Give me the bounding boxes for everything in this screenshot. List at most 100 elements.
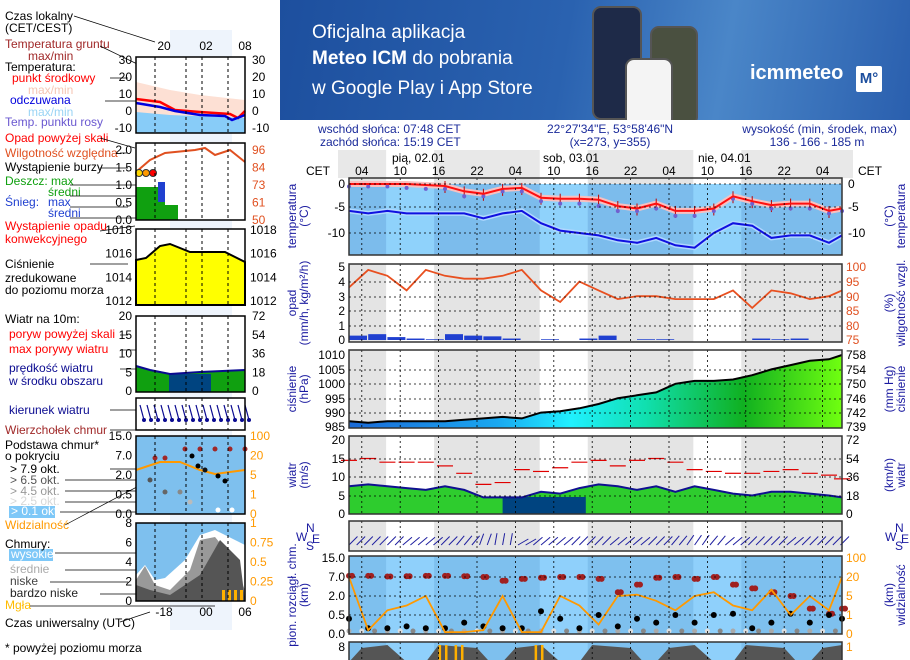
temp-day-band — [693, 178, 742, 255]
legend-label: średnie — [10, 562, 50, 576]
pres-bg — [349, 350, 842, 428]
axis-tick: 5 — [846, 589, 853, 603]
wind-arrow — [748, 536, 758, 546]
hour-label: 10 — [701, 164, 715, 178]
wind-arrow — [832, 536, 842, 546]
axis-tick: 15.0 — [322, 551, 346, 565]
legend-label: bardzo niske — [10, 586, 78, 600]
precip-bar — [598, 335, 617, 340]
header-day-band — [693, 150, 742, 178]
cloud-top-dot — [637, 581, 643, 588]
wind-arrow — [153, 404, 159, 421]
temp-range — [349, 181, 843, 215]
axis-tick: 1016 — [105, 247, 132, 261]
cloud-top-dot — [349, 572, 355, 579]
wind-axis-unit: (m/s) — [297, 461, 311, 488]
cloud-base-dot — [640, 628, 646, 634]
temp-day-band — [539, 178, 588, 255]
axis-tick: -5 — [848, 200, 859, 214]
wind-arrow-head — [191, 418, 195, 422]
wind-arrow — [563, 536, 574, 546]
pres-day-band — [693, 350, 742, 428]
hour-label: 16 — [432, 164, 446, 178]
legend-label: średni — [48, 206, 81, 220]
legend-label: punkt środkowy — [12, 71, 95, 85]
app-promo-banner[interactable]: Oficjalna aplikacja Meteo ICM do pobrani… — [280, 0, 910, 120]
feels-range — [136, 112, 245, 133]
cloud-base-dot — [500, 628, 506, 634]
wind-arrow — [694, 534, 702, 546]
wind-day-band — [693, 436, 742, 514]
wind-arrow — [425, 536, 436, 546]
precip-day-band — [539, 264, 588, 342]
cloud-top-dot — [806, 605, 813, 612]
wind-arrow — [394, 536, 404, 546]
axis-tick: 0 — [338, 333, 345, 347]
cloud-base-dot — [215, 507, 221, 513]
cloud-base-dot — [187, 499, 193, 505]
cloud-base-dot — [787, 610, 794, 617]
dew-point-dot — [539, 199, 543, 204]
cloud-top-dot — [579, 574, 586, 580]
cloud-top-dot — [842, 605, 848, 612]
cloud-top-dot — [675, 574, 682, 580]
precip-bar — [483, 336, 502, 340]
cloud-base-axis-unit: (km) — [297, 583, 311, 607]
fog-bar — [234, 590, 237, 601]
wind-day-band — [539, 436, 588, 514]
cloud-top-dot — [653, 574, 660, 581]
dew-point-dot — [577, 201, 582, 206]
cloud-base-dot — [653, 619, 660, 626]
axis-tick: 10 — [332, 470, 346, 484]
cloud-base-dot — [768, 619, 775, 626]
plot-frame — [135, 522, 246, 602]
wind-arrow — [167, 404, 173, 421]
humidity-axis-unit: (%) — [882, 294, 896, 313]
legend-label: > 4.5 okt. — [10, 484, 60, 498]
cloud-base-dot — [372, 628, 378, 634]
pressure-axis-unit: (hPa) — [297, 374, 311, 403]
wind-arrow-head — [212, 418, 216, 422]
cloud-top-dot — [809, 605, 816, 612]
fog-bar — [541, 645, 544, 660]
legend-label: Podstawa chmur* — [5, 438, 99, 452]
axis-tick: 0 — [125, 594, 132, 608]
cloud-top-dot — [425, 572, 432, 579]
axis-tick: 0 — [846, 627, 853, 641]
axis-tick: 30 — [119, 53, 133, 67]
wind-arrow — [763, 536, 773, 546]
dew-point-dot — [558, 201, 563, 206]
legend-label: w środku obszaru — [8, 374, 103, 388]
legend-label: > 6.5 okt. — [10, 473, 60, 487]
legend-label: Śnieg: — [5, 194, 39, 209]
cloud-base-dot — [538, 628, 544, 634]
cloud-base-dot — [499, 625, 506, 632]
pressure-fill — [135, 242, 246, 306]
cloud-base-dot — [595, 612, 602, 618]
wind-arrow — [617, 536, 628, 546]
pres-day-band — [386, 350, 435, 428]
axis-tick: 20 — [332, 433, 346, 447]
cloud-base-dot — [461, 628, 467, 634]
legend-label: Temperatura: — [5, 60, 76, 74]
axis-tick: 90 — [846, 290, 860, 304]
cloud-base-dot — [743, 628, 749, 634]
wind-arrow — [517, 538, 529, 546]
wind-arrow-head — [163, 418, 167, 422]
cloud-top-dot — [771, 589, 778, 596]
phone-image — [625, 58, 673, 120]
cloud-base-dot — [806, 619, 813, 626]
fog-bar — [222, 590, 225, 601]
wind-arrow — [146, 404, 152, 421]
axis-tick: 85 — [846, 304, 860, 318]
cloud-top-dot — [541, 574, 547, 581]
cloud-top-dot — [365, 572, 372, 579]
banner-line-2-rest: do pobrania — [407, 48, 513, 69]
cloud-top-dot — [464, 573, 471, 580]
legend-label: > 0.1 okt. — [11, 504, 61, 518]
axis-tick: 0.5 — [115, 196, 132, 210]
precip-day-band — [693, 264, 742, 342]
cloud-top-dot — [197, 446, 203, 452]
temp-below-zero — [349, 184, 842, 255]
axis-tick: -10 — [848, 226, 866, 240]
